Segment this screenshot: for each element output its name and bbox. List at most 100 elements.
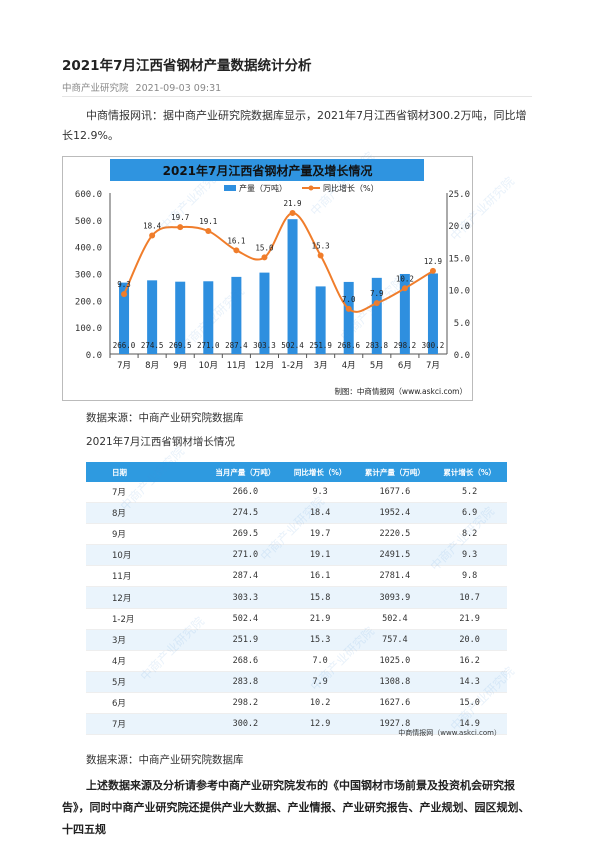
table-cell: 11月 bbox=[86, 565, 208, 588]
x-axis-tick-label: 11月 bbox=[227, 361, 246, 371]
line-data-label: 10.2 bbox=[396, 274, 414, 283]
table-cell: 16.1 bbox=[282, 565, 358, 588]
bar bbox=[203, 281, 214, 354]
growth-table: 日期 当月产量（万吨） 同比增长（%） 累计产量（万吨） 累计增长（%） 7月 266.0… bbox=[86, 462, 507, 736]
bar-data-label: 269.5 bbox=[169, 341, 192, 350]
table-cell: 18.4 bbox=[282, 502, 358, 525]
table-cell: 19.7 bbox=[282, 523, 358, 546]
table-cell: 12月 bbox=[86, 586, 208, 609]
table-cell: 7月 bbox=[86, 713, 208, 736]
x-axis-tick-label: 3月 bbox=[314, 361, 328, 371]
table-cell: 5.2 bbox=[432, 482, 507, 504]
table-cell: 757.4 bbox=[357, 629, 433, 651]
table-cell: 283.8 bbox=[208, 671, 283, 693]
bar-data-label: 266.0 bbox=[113, 341, 136, 350]
x-axis-tick-label: 8月 bbox=[145, 361, 159, 371]
growth-point bbox=[121, 291, 128, 298]
table-footer: 中商情报网（www.askci.com） bbox=[398, 729, 501, 737]
table-cell: 1952.4 bbox=[357, 502, 433, 525]
table-header-cell: 日期 bbox=[86, 462, 208, 482]
x-axis-tick-label: 4月 bbox=[342, 361, 356, 371]
table-row: 11月 287.4 16.1 2781.4 9.8 bbox=[86, 565, 507, 588]
y-axis-tick-label: 400.0 bbox=[75, 244, 102, 254]
growth-point bbox=[401, 285, 408, 292]
legend-line-label: 同比增长（%） bbox=[323, 183, 379, 193]
y2-axis-tick-label: 0.0 bbox=[454, 351, 470, 361]
article-source[interactable]: 中商产业研究院 bbox=[62, 83, 129, 94]
growth-point bbox=[289, 209, 296, 216]
growth-point bbox=[345, 305, 352, 312]
table-cell: 9.3 bbox=[432, 544, 507, 567]
legend-bar-label: 产量（万吨） bbox=[239, 183, 287, 193]
bar-data-label: 502.4 bbox=[281, 341, 304, 350]
line-data-label: 12.9 bbox=[424, 257, 442, 266]
growth-point bbox=[149, 232, 156, 239]
table-cell: 8.2 bbox=[432, 523, 507, 546]
y2-axis-tick-label: 15.0 bbox=[448, 254, 470, 264]
table-cell: 502.4 bbox=[208, 608, 283, 630]
table-row: 12月 303.3 15.8 3093.9 10.7 bbox=[86, 586, 507, 609]
bar-data-label: 300.2 bbox=[422, 341, 445, 350]
y-axis-tick-label: 600.0 bbox=[75, 190, 102, 200]
table-cell: 1308.8 bbox=[357, 671, 433, 693]
line-data-label: 7.0 bbox=[342, 295, 356, 304]
bar bbox=[399, 273, 410, 354]
x-axis-tick-label: 1-2月 bbox=[281, 361, 303, 371]
table-cell: 21.9 bbox=[432, 608, 507, 630]
table-cell: 2781.4 bbox=[357, 565, 433, 588]
table-cell: 9.3 bbox=[282, 482, 358, 504]
table-cell: 10月 bbox=[86, 544, 208, 567]
table-row: 9月 269.5 19.7 2220.5 8.2 bbox=[86, 523, 507, 546]
article-meta: 中商产业研究院 2021-09-03 09:31 bbox=[62, 80, 225, 94]
bar-data-label: 298.2 bbox=[394, 341, 417, 350]
line-data-label: 18.4 bbox=[143, 222, 162, 231]
table-cell: 3月 bbox=[86, 629, 208, 651]
table-cell: 300.2 bbox=[208, 713, 283, 736]
x-axis-tick-label: 5月 bbox=[370, 361, 384, 371]
legend-bar-swatch bbox=[224, 185, 236, 191]
bar-data-label: 271.0 bbox=[197, 341, 220, 350]
table-cell: 9月 bbox=[86, 523, 208, 546]
line-data-label: 21.9 bbox=[284, 199, 302, 208]
table-body: 7月 266.0 9.3 1677.6 5.2 8月 274.5 18.4 1952.4 6.9 9… bbox=[86, 482, 507, 736]
chart-svg: 2021年7月江西省钢材产量及增长情况 600.0 500.0 400.0 300.0 2… bbox=[62, 156, 473, 401]
table-cell: 12.9 bbox=[282, 713, 358, 736]
line-data-label: 9.3 bbox=[117, 280, 131, 289]
y2-axis-tick-label: 10.0 bbox=[448, 287, 470, 297]
growth-point bbox=[233, 247, 240, 254]
y2-axis-tick-label: 25.0 bbox=[448, 190, 470, 200]
growth-point bbox=[373, 300, 380, 307]
bar-data-label: 287.4 bbox=[225, 341, 248, 350]
table-cell: 271.0 bbox=[208, 544, 283, 567]
y-axis-tick-label: 500.0 bbox=[75, 217, 102, 227]
table-cell: 251.9 bbox=[208, 629, 283, 651]
bar-data-label: 268.6 bbox=[337, 341, 360, 350]
bar bbox=[343, 281, 354, 354]
table-row: 8月 274.5 18.4 1952.4 6.9 bbox=[86, 502, 507, 525]
table-header-row: 日期 当月产量（万吨） 同比增长（%） 累计产量（万吨） 累计增长（%） bbox=[86, 462, 507, 482]
table-row: 10月 271.0 19.1 2491.5 9.3 bbox=[86, 544, 507, 567]
divider bbox=[62, 96, 532, 97]
table-cell: 502.4 bbox=[357, 608, 433, 630]
table-cell: 6.9 bbox=[432, 502, 507, 525]
table-cell: 1-2月 bbox=[86, 608, 208, 630]
y2-axis-tick-label: 5.0 bbox=[454, 319, 470, 329]
bar bbox=[175, 281, 186, 354]
article-title: 2021年7月江西省钢材产量数据统计分析 bbox=[62, 58, 312, 74]
line-data-label: 15.0 bbox=[255, 243, 274, 252]
table-cell: 7.9 bbox=[282, 671, 358, 693]
article-bottom-paragraph: 上述数据来源及分析请参考中商产业研究院发布的《中国钢材市场前景及投资机会研究报告… bbox=[62, 779, 530, 836]
table-row: 5月 283.8 7.9 1308.8 14.3 bbox=[86, 671, 507, 693]
table-row: 7月 300.2 12.9 1927.8 14.9 bbox=[86, 713, 507, 736]
bar bbox=[427, 273, 438, 354]
x-axis-tick-label: 7月 bbox=[426, 361, 440, 371]
y-axis-tick-label: 0.0 bbox=[86, 351, 102, 361]
table-cell: 274.5 bbox=[208, 502, 283, 525]
table-cell: 266.0 bbox=[208, 482, 283, 504]
bar bbox=[371, 277, 382, 354]
legend-line-marker bbox=[308, 185, 314, 191]
table-cell: 14.3 bbox=[432, 671, 507, 693]
table-cell: 7月 bbox=[86, 482, 208, 504]
table-header-cell: 累计增长（%） bbox=[432, 462, 507, 482]
table-cell: 10.7 bbox=[432, 586, 507, 609]
